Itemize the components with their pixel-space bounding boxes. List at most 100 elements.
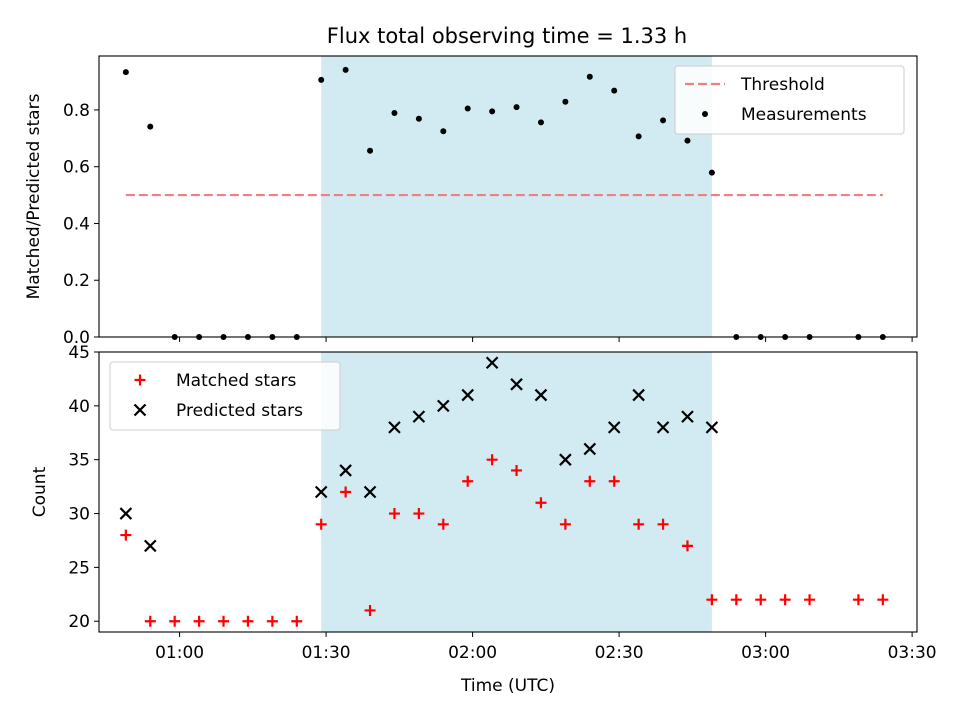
x-tick-label: 01:30 — [302, 643, 351, 663]
data-point — [513, 104, 520, 111]
data-point — [440, 128, 447, 135]
x-tick-label: 01:00 — [155, 643, 204, 663]
y-axis-label: Count — [30, 466, 50, 517]
data-point — [877, 594, 889, 606]
series-measurements — [122, 66, 886, 340]
data-point — [681, 410, 694, 423]
shaded-span — [321, 56, 712, 337]
data-point — [363, 485, 377, 499]
legend-plus-swatch — [134, 374, 146, 386]
data-point — [660, 117, 667, 124]
data-point — [315, 518, 327, 530]
x-tick-label: 03:30 — [888, 643, 937, 663]
data-point — [611, 87, 618, 94]
y-tick-label: 45 — [68, 343, 90, 363]
data-point — [852, 594, 864, 606]
data-point — [489, 108, 496, 115]
data-point — [412, 410, 426, 423]
panel-ratio: 0.0 0.2 0.4 0.6 0.8 Matched/Predicted stars Th… — [24, 55, 918, 348]
y-tick-label: 0.8 — [63, 101, 90, 121]
data-point — [388, 421, 401, 434]
data-point — [464, 105, 471, 112]
panels: 0.0 0.2 0.4 0.6 0.8 Matched/Predicted stars Th… — [24, 55, 937, 696]
data-point — [437, 399, 450, 413]
data-point — [681, 540, 693, 552]
y-tick-label: 0.6 — [63, 158, 90, 178]
series-predicted-stars — [119, 356, 719, 553]
data-point — [584, 475, 596, 487]
data-point — [586, 73, 593, 80]
y-tick-label: 35 — [68, 451, 90, 471]
data-point — [635, 133, 642, 140]
data-point — [391, 110, 398, 117]
data-point — [804, 594, 816, 606]
legend-box — [674, 65, 905, 135]
legend-label: Measurements — [741, 105, 867, 125]
data-point — [510, 378, 523, 391]
data-point — [291, 615, 303, 627]
data-point — [461, 388, 474, 402]
data-point — [342, 66, 349, 73]
data-point — [122, 69, 129, 76]
panel-count: 20 25 30 35 40 45 01:00 01:30 02:00 02:30 03:00 03:… — [30, 343, 937, 696]
legend-dot-swatch — [702, 111, 708, 117]
data-point — [169, 615, 181, 627]
y-tick-label: 0.4 — [63, 214, 90, 234]
legend: Threshold Measurements — [674, 65, 905, 135]
data-point — [144, 615, 156, 627]
data-point — [583, 442, 597, 456]
legend: Matched stars Predicted stars — [109, 361, 341, 431]
data-point — [485, 356, 499, 370]
data-point — [559, 518, 571, 530]
data-point — [632, 388, 645, 402]
data-point — [684, 137, 691, 144]
data-point — [413, 508, 425, 520]
data-point — [656, 421, 670, 434]
data-point — [318, 76, 325, 83]
data-point — [608, 475, 620, 487]
data-point — [242, 615, 254, 627]
y-tick-label: 30 — [68, 505, 90, 525]
data-point — [266, 615, 278, 627]
data-point — [607, 421, 621, 434]
series-matched-stars — [120, 454, 889, 627]
data-point — [511, 464, 523, 476]
data-point — [633, 518, 645, 530]
data-point — [388, 508, 400, 520]
x-tick-label: 02:00 — [448, 643, 497, 663]
legend-box — [109, 361, 341, 431]
x-tick-label: 02:30 — [595, 643, 644, 663]
data-point — [339, 464, 352, 477]
data-point — [437, 518, 449, 530]
data-point — [486, 454, 498, 466]
y-axis-label: Matched/Predicted stars — [24, 93, 44, 299]
data-point — [119, 507, 133, 520]
data-point — [415, 115, 422, 122]
data-point — [559, 453, 572, 466]
data-point — [534, 388, 548, 402]
data-point — [147, 123, 154, 130]
data-point — [755, 594, 767, 606]
data-point — [706, 594, 718, 606]
x-axis-label: Time (UTC) — [460, 676, 555, 696]
data-point — [144, 539, 157, 553]
figure-title: Flux total observing time = 1.33 h — [327, 24, 687, 48]
axes-frame — [98, 351, 918, 633]
data-point — [120, 529, 132, 541]
data-point — [562, 98, 569, 105]
data-point — [314, 485, 328, 499]
data-point — [462, 475, 474, 487]
x-tick-label: 03:00 — [741, 643, 790, 663]
data-point — [708, 169, 715, 176]
y-tick-label: 40 — [68, 397, 90, 417]
legend-label: Predicted stars — [176, 401, 303, 421]
legend-label: Matched stars — [176, 371, 296, 391]
data-point — [730, 594, 742, 606]
data-point — [779, 594, 791, 606]
legend-label: Threshold — [740, 75, 825, 95]
data-point — [537, 119, 544, 126]
data-point — [705, 421, 719, 434]
y-tick-label: 25 — [68, 558, 90, 578]
shaded-span — [321, 352, 712, 632]
